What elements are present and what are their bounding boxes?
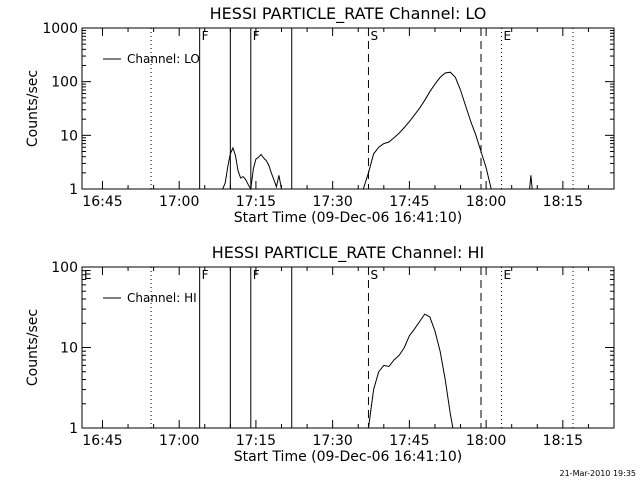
event-marker-label: S	[370, 268, 378, 282]
y-axis-label: Counts/sec	[25, 70, 41, 147]
x-tick-label: 18:15	[543, 194, 583, 210]
legend-label: Channel: LO	[127, 52, 200, 66]
y-tick-label: 100	[51, 260, 78, 276]
plot-frame	[81, 27, 615, 190]
y-tick-label: 1	[69, 182, 78, 198]
series-line	[362, 71, 492, 190]
x-tick-label: 17:30	[312, 433, 352, 449]
y-tick-label: 100	[51, 75, 78, 91]
x-tick-label: 18:00	[466, 194, 506, 210]
event-marker-label: E	[503, 29, 511, 43]
series-line	[529, 175, 533, 190]
y-tick-label: 1	[69, 421, 78, 437]
x-tick-label: 16:45	[82, 433, 122, 449]
chart-title: HESSI PARTICLE_RATE Channel: HI	[212, 243, 485, 263]
y-tick-label: 1000	[42, 21, 78, 37]
event-marker-label: F	[202, 29, 209, 43]
x-tick-label: 17:15	[236, 433, 276, 449]
x-tick-label: 17:15	[236, 194, 276, 210]
legend-label: Channel: HI	[127, 291, 197, 305]
event-marker-label: F	[202, 268, 209, 282]
event-marker-label: S	[370, 29, 378, 43]
x-axis-label: Start Time (09-Dec-06 16:41:10)	[234, 210, 462, 226]
x-axis-label: Start Time (09-Dec-06 16:41:10)	[234, 449, 462, 465]
y-axis-label: Counts/sec	[25, 309, 41, 386]
event-marker-label: E	[84, 268, 92, 282]
x-tick-label: 17:00	[159, 194, 199, 210]
event-marker-label: F	[253, 268, 260, 282]
series-line	[368, 313, 454, 429]
x-tick-label: 18:00	[466, 433, 506, 449]
series-line	[222, 146, 282, 191]
x-tick-label: 17:45	[389, 433, 429, 449]
x-tick-label: 17:30	[312, 194, 352, 210]
event-marker-label: F	[253, 29, 260, 43]
x-tick-label: 18:15	[543, 433, 583, 449]
x-tick-label: 17:45	[389, 194, 429, 210]
plot-timestamp: 21-Mar-2010 19:35	[560, 469, 637, 478]
x-tick-label: 16:45	[82, 194, 122, 210]
chart-title: HESSI PARTICLE_RATE Channel: LO	[210, 4, 487, 24]
event-marker-label: E	[503, 268, 511, 282]
y-tick-label: 10	[60, 128, 78, 144]
y-tick-label: 10	[60, 341, 78, 357]
x-tick-label: 17:00	[159, 433, 199, 449]
